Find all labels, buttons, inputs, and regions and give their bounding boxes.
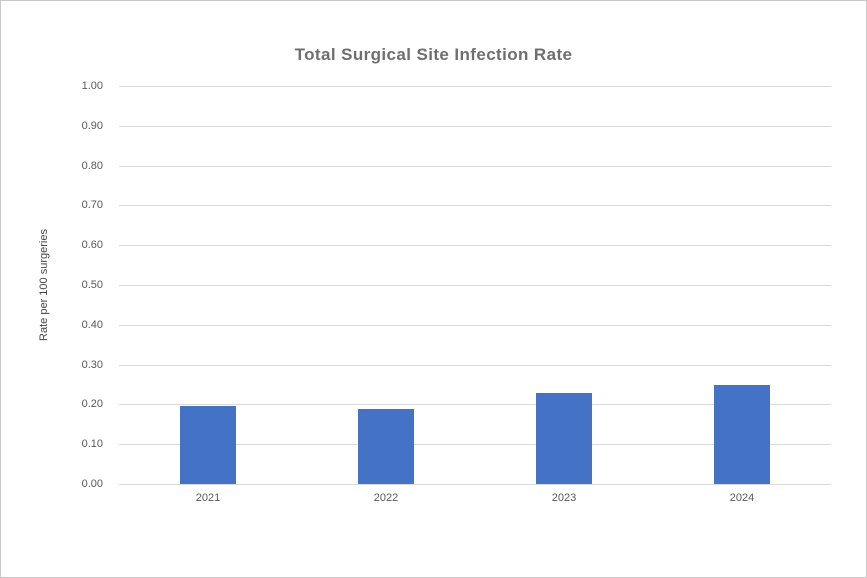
gridline-0.00 (119, 484, 831, 485)
y-tick-label-0.80: 0.80 (81, 159, 103, 172)
gridline-0.70 (119, 205, 831, 207)
gridline-0.50 (119, 285, 831, 286)
gridline-0.80 (119, 165, 831, 167)
y-tick-label-0.30: 0.30 (81, 358, 103, 371)
gridline-0.10 (119, 444, 831, 446)
bar-2021 (180, 405, 236, 484)
gridline-0.40 (119, 324, 831, 326)
y-tick-label-0.40: 0.40 (81, 318, 103, 331)
x-tick-label-2022: 2022 (373, 492, 399, 504)
y-tick-label-0.00: 0.00 (81, 478, 103, 490)
y-tick-label-0.20: 0.20 (81, 398, 103, 411)
gridline-0.60 (119, 245, 831, 247)
chart-title: Total Surgical Site Infection Rate (294, 45, 573, 64)
gridline-0.90 (119, 125, 831, 127)
bar-2022 (358, 409, 414, 484)
bar-2023 (536, 393, 592, 484)
gridline-0.20 (119, 404, 831, 406)
bar-2024 (714, 384, 770, 484)
y-tick-label-0.50: 0.50 (81, 279, 103, 291)
y-tick-label-0.60: 0.60 (81, 239, 103, 252)
plot-area (119, 86, 831, 485)
y-axis-tick-labels: 1.00 0.90 0.80 0.70 0.60 0.50 0.40 0.30 0.20 0.10… (1, 80, 111, 490)
y-tick-label-0.90: 0.90 (81, 119, 103, 132)
gridline-1.00 (119, 86, 831, 87)
gridline-0.30 (119, 364, 831, 366)
y-tick-label-1.00: 1.00 (81, 80, 103, 92)
x-axis-tick-labels: 2021 2022 2023 2024 (119, 492, 831, 510)
y-tick-label-0.70: 0.70 (81, 199, 103, 212)
x-tick-label-2023: 2023 (551, 492, 577, 504)
x-tick-label-2024: 2024 (729, 492, 755, 504)
x-tick-label-2021: 2021 (195, 492, 221, 504)
y-tick-label-0.10: 0.10 (81, 438, 103, 451)
